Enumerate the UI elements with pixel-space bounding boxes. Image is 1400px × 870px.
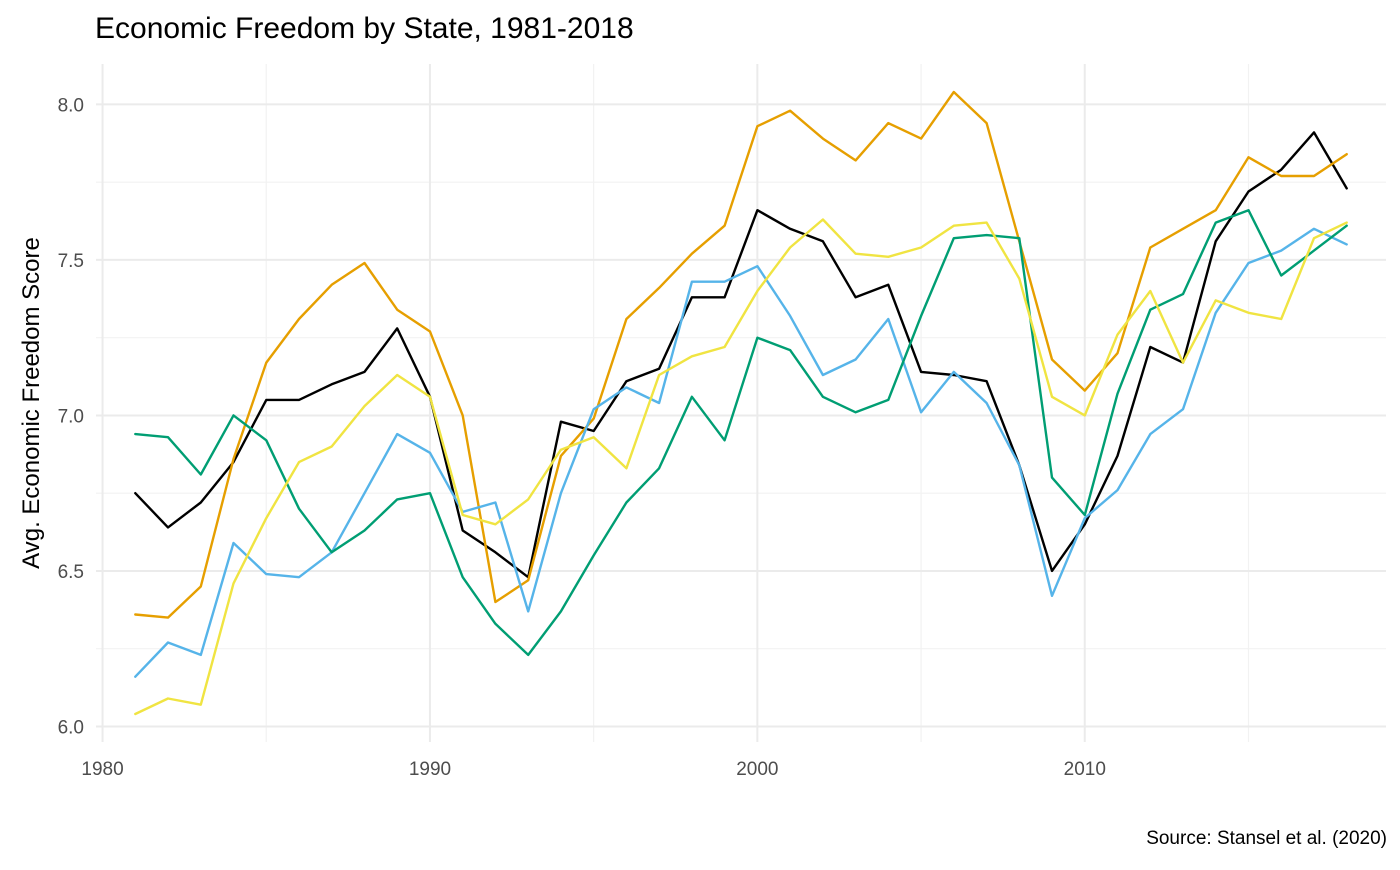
y-tick-label: 8.0 — [58, 95, 84, 116]
y-tick-label: 7.5 — [58, 251, 84, 272]
y-tick-label: 6.5 — [58, 562, 84, 583]
series-line-5 — [134, 218, 1348, 716]
x-tick-label: 2000 — [736, 759, 778, 780]
y-tick-label: 6.0 — [58, 717, 84, 738]
y-tick-label: 7.0 — [58, 406, 84, 427]
chart-title: Economic Freedom by State, 1981-2018 — [95, 12, 634, 45]
series-line-1 — [134, 131, 1348, 579]
x-tick-label: 1980 — [81, 759, 123, 780]
x-tick-label: 1990 — [409, 759, 451, 780]
series-line-3 — [134, 227, 1348, 678]
series-line-4 — [134, 208, 1348, 657]
y-axis-label: Avg. Economic Freedom Score — [18, 237, 45, 569]
tick-labels: 1980 1990 2000 2010 6.0 6.5 7.0 7.5 8.0 — [58, 95, 1106, 780]
grid — [96, 64, 1386, 742]
x-tick-label: 2010 — [1064, 759, 1106, 780]
series-line-2 — [134, 90, 1348, 619]
source-caption: Source: Stansel et al. (2020) — [1146, 828, 1387, 849]
series-lines — [134, 90, 1348, 716]
